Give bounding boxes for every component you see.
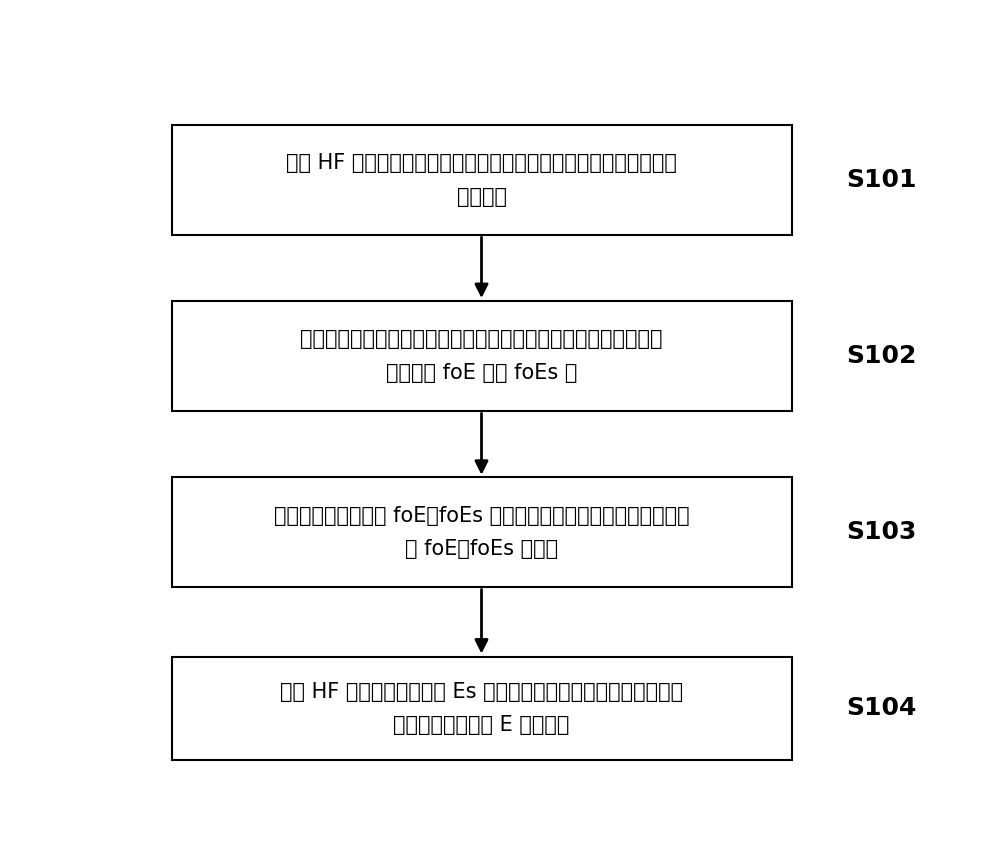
Text: S101: S101 bbox=[846, 168, 916, 192]
Text: 收损耗，计算偶发 E 层的场强: 收损耗，计算偶发 E 层的场强 bbox=[393, 715, 570, 735]
Text: 处垂测的 foE 值和 foEs 值: 处垂测的 foE 值和 foEs 值 bbox=[386, 362, 577, 382]
Text: 若反射点处无电离层 foE、foEs 观测值，利用附近台站观测数据，重: 若反射点处无电离层 foE、foEs 观测值，利用附近台站观测数据，重 bbox=[274, 506, 689, 526]
FancyBboxPatch shape bbox=[172, 657, 792, 759]
Text: 构 foE、foEs 观测值: 构 foE、foEs 观测值 bbox=[405, 539, 558, 558]
Text: S103: S103 bbox=[846, 520, 916, 545]
Text: 根据反射点处电离层垂直探测图和电离层斜向探测图，获取反射点: 根据反射点处电离层垂直探测图和电离层斜向探测图，获取反射点 bbox=[300, 330, 663, 350]
Text: 根据 HF 通信特点来确定强 Es 发生条件，计算反射点处的电离层吸: 根据 HF 通信特点来确定强 Es 发生条件，计算反射点处的电离层吸 bbox=[280, 682, 683, 702]
Text: S102: S102 bbox=[846, 344, 916, 369]
Text: S104: S104 bbox=[846, 696, 916, 721]
Text: 根据 HF 链路经纬度计算短波链路的大圆距离、反射点位置及其电子: 根据 HF 链路经纬度计算短波链路的大圆距离、反射点位置及其电子 bbox=[286, 154, 677, 173]
FancyBboxPatch shape bbox=[172, 125, 792, 235]
FancyBboxPatch shape bbox=[172, 301, 792, 411]
Text: 回旋频率: 回旋频率 bbox=[456, 186, 507, 206]
FancyBboxPatch shape bbox=[172, 477, 792, 587]
